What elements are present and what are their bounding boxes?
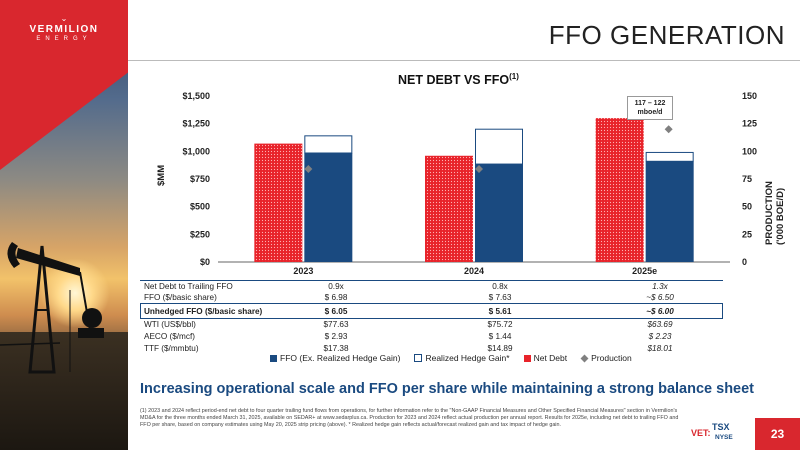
table-cell: $75.72 bbox=[487, 320, 513, 329]
callout-unit: mboe/d bbox=[637, 109, 663, 116]
ticker-tsx-logo: TSX bbox=[712, 422, 730, 432]
hedge-gain-bar bbox=[645, 151, 694, 162]
pumpjack-silhouette bbox=[0, 242, 104, 374]
legend-item-production: Production bbox=[580, 353, 632, 363]
legend-swatch-production bbox=[580, 354, 589, 363]
y2-tick-label: 75 bbox=[742, 174, 752, 184]
table-row-label: TTF ($/mmbtu) bbox=[144, 344, 199, 353]
y2-axis-label: PRODUCTION ('000 BOE/D) bbox=[764, 181, 786, 245]
slide-footnote: (1) 2023 and 2024 reflect period-end net… bbox=[140, 408, 679, 429]
net-debt-bar bbox=[254, 143, 303, 262]
chart-title-text: NET DEBT VS FFO bbox=[398, 73, 510, 88]
table-row-label: Unhedged FFO ($/basic share) bbox=[144, 307, 263, 316]
chart-legend: FFO (Ex. Realized Hedge Gain) Realized H… bbox=[270, 353, 632, 363]
left-photo-panel: ⌄ VERMILION ENERGY bbox=[0, 0, 128, 450]
legend-label-net-debt: Net Debt bbox=[533, 353, 568, 363]
table-cell: $ 7.63 bbox=[488, 293, 512, 302]
table-row-label: Net Debt to Trailing FFO bbox=[144, 282, 233, 291]
legend-label-hedge: Realized Hedge Gain* bbox=[425, 353, 510, 363]
table-cell: $18.01 bbox=[647, 344, 673, 353]
y-tick-label: $250 bbox=[190, 229, 210, 239]
table-cell: $14.89 bbox=[487, 344, 513, 353]
legend-swatch-hedge bbox=[414, 354, 423, 362]
red-header-band bbox=[0, 0, 128, 52]
table-cell: 1.3x bbox=[652, 282, 668, 291]
title-divider bbox=[128, 60, 800, 61]
y-tick-label: $500 bbox=[190, 202, 210, 212]
table-cell: $63.69 bbox=[647, 320, 673, 329]
y2-tick-label: 0 bbox=[742, 257, 747, 267]
ffo-bar bbox=[475, 164, 523, 262]
table-cell: ~$ 6.50 bbox=[646, 293, 674, 302]
logo-bird-icon: ⌄ bbox=[60, 14, 68, 23]
x-tick-label: 2023 bbox=[293, 266, 313, 276]
table-cell: $17.38 bbox=[323, 344, 349, 353]
net-debt-bar bbox=[595, 118, 644, 262]
production-guidance-callout: 117 – 122 mboe/d bbox=[627, 96, 673, 120]
ffo-bar bbox=[304, 152, 353, 262]
chart-title: NET DEBT VS FFO(1) bbox=[398, 72, 519, 87]
table-cell: $ 2.23 bbox=[648, 332, 672, 341]
table-cell: $ 2.93 bbox=[324, 332, 348, 341]
field-ground bbox=[0, 332, 128, 450]
slide-title: FFO GENERATION bbox=[548, 20, 785, 50]
y2-tick-label: 125 bbox=[742, 119, 757, 129]
table-cell: $ 6.98 bbox=[324, 293, 348, 302]
y-tick-label: $750 bbox=[190, 174, 210, 184]
legend-item-ffo: FFO (Ex. Realized Hedge Gain) bbox=[270, 353, 400, 363]
y-axis-label: $MM bbox=[156, 164, 167, 186]
table-row-label: WTI (US$/bbl) bbox=[144, 320, 196, 329]
production-marker bbox=[475, 165, 483, 174]
legend-item-net-debt: Net Debt bbox=[523, 353, 568, 363]
unhedged-ffo-highlight-box bbox=[140, 303, 723, 319]
y-tick-label: $1,500 bbox=[182, 91, 210, 101]
table-cell: $ 6.05 bbox=[324, 307, 348, 316]
ticker-nyse-logo: NYSE bbox=[715, 434, 733, 441]
page-number: 23 bbox=[755, 418, 800, 450]
chart-title-footnote-ref: (1) bbox=[509, 72, 519, 81]
hedge-gain-bar bbox=[304, 135, 353, 154]
slide-headline: Increasing operational scale and FFO per… bbox=[140, 381, 755, 397]
y-tick-label: $1,000 bbox=[182, 146, 210, 156]
legend-swatch-ffo bbox=[270, 355, 277, 362]
table-cell: ~$ 6.00 bbox=[646, 307, 674, 316]
table-cell: 0.9x bbox=[328, 282, 344, 291]
table-cell: 0.8x bbox=[492, 282, 508, 291]
production-marker bbox=[304, 165, 313, 174]
y2-tick-label: 25 bbox=[742, 229, 752, 239]
x-tick-label: 2025e bbox=[632, 266, 657, 276]
legend-label-production: Production bbox=[591, 353, 632, 363]
ffo-bar bbox=[645, 161, 694, 262]
callout-range: 117 – 122 bbox=[634, 100, 666, 107]
table-cell: $ 5.61 bbox=[488, 307, 512, 316]
table-row-label: AECO ($/mcf) bbox=[144, 332, 195, 341]
y2-tick-label: 150 bbox=[742, 91, 757, 101]
y2-tick-label: 50 bbox=[742, 202, 752, 212]
y2-tick-label: 100 bbox=[742, 146, 757, 156]
red-chevron bbox=[0, 52, 128, 170]
ticker-vet: VET: bbox=[691, 428, 711, 438]
legend-label-ffo: FFO (Ex. Realized Hedge Gain) bbox=[280, 353, 401, 363]
logo-wordmark: VERMILION bbox=[29, 24, 99, 35]
net-debt-bar bbox=[425, 155, 473, 262]
table-top-rule bbox=[140, 280, 723, 281]
legend-item-hedge: Realized Hedge Gain* bbox=[414, 353, 510, 363]
y-tick-label: $0 bbox=[200, 257, 210, 267]
logo-subtext: ENERGY bbox=[36, 36, 92, 42]
table-cell: $77.63 bbox=[323, 320, 349, 329]
table-row-label: FFO ($/basic share) bbox=[144, 293, 217, 302]
legend-swatch-net-debt bbox=[523, 355, 531, 362]
vermilion-logo: ⌄ VERMILION ENERGY bbox=[14, 14, 114, 42]
y-tick-label: $1,250 bbox=[182, 119, 210, 129]
production-marker bbox=[664, 125, 673, 134]
x-tick-label: 2024 bbox=[464, 266, 484, 276]
table-cell: $ 1.44 bbox=[488, 332, 512, 341]
hedge-gain-bar bbox=[475, 128, 523, 165]
